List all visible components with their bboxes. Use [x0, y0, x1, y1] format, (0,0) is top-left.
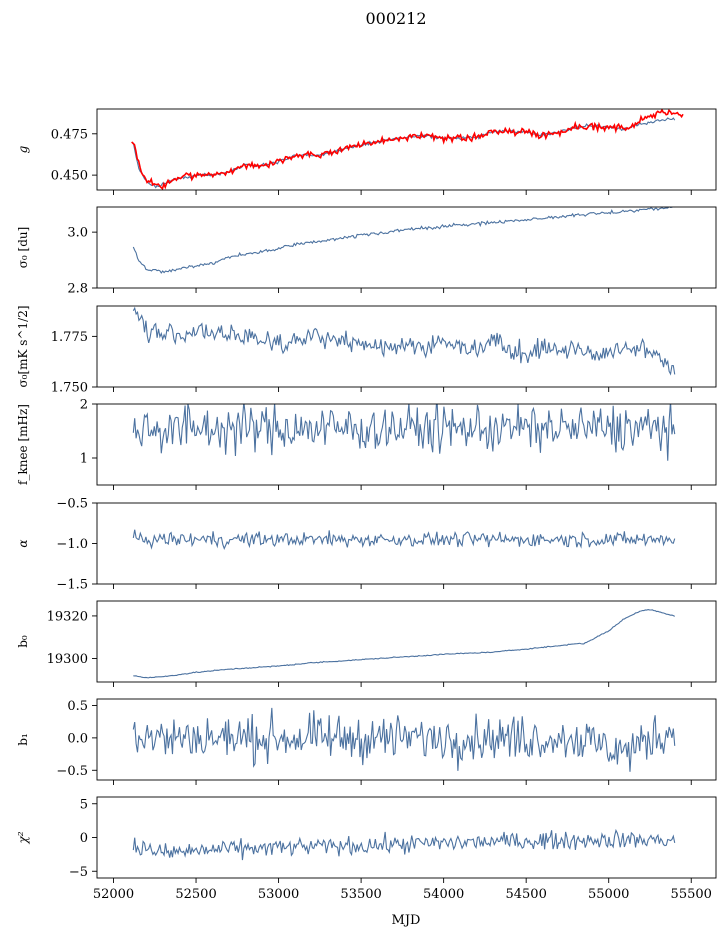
y-tick-label-b1-0: −0.5	[56, 764, 88, 779]
series-line-sigma0-0	[132, 207, 675, 274]
y-axis-label-b0: b₀	[16, 635, 30, 648]
y-tick-label-fknee-1: 2	[80, 398, 88, 413]
y-tick-label-b0-0: 19300	[47, 652, 88, 667]
axes-frame-g	[96, 108, 717, 191]
series-line-chi2-0	[132, 828, 676, 861]
x-tick-label-6: 55000	[588, 887, 629, 902]
panel-b0: 19300 19320 b₀	[16, 600, 717, 687]
axes-frame-b1	[96, 698, 717, 781]
y-axis-label-b1: b₁	[16, 733, 30, 746]
figure-title: 000212	[365, 9, 426, 28]
series-line-sigma-white-0	[132, 306, 676, 376]
y-tick-label-g-1: 0.475	[51, 127, 88, 142]
x-axis-label: MJD	[392, 913, 421, 928]
y-tick-label-chi2-2: 5	[80, 797, 88, 812]
series-line-b1-0	[132, 707, 676, 772]
y-axis-label-g: g	[16, 145, 30, 153]
axes-frame-b0	[96, 600, 717, 683]
x-tick-label-5: 54500	[505, 887, 546, 902]
y-tick-label-b0-1: 19320	[47, 609, 88, 624]
y-tick-label-alpha-1: −1.0	[56, 537, 88, 552]
series-line-fknee-0	[132, 404, 676, 461]
y-tick-label-alpha-2: −0.5	[56, 497, 88, 512]
y-tick-label-sigma-white-0: 1.750	[51, 381, 88, 396]
x-tick-label-0: 52000	[93, 887, 134, 902]
x-tick-label-1: 52500	[175, 887, 216, 902]
series-line-b0-0	[133, 608, 675, 679]
y-tick-label-sigma0-0: 2.8	[67, 282, 88, 297]
panels: 0.450 0.475 g 2.8 3.0 σ₀ [du] 1.750 1.775 σ₀[mK …	[16, 108, 717, 902]
panel-g: 0.450 0.475 g	[16, 108, 717, 195]
panel-sigma0: 2.8 3.0 σ₀ [du]	[16, 206, 717, 297]
y-tick-label-fknee-0: 1	[80, 452, 88, 467]
y-axis-label-sigma-white: σ₀[mK s^1/2]	[16, 305, 30, 387]
axes-frame-fknee	[96, 403, 717, 486]
panel-sigma-white: 1.750 1.775 σ₀[mK s^1/2]	[16, 305, 717, 396]
y-axis-label-sigma0: σ₀ [du]	[16, 227, 30, 269]
y-tick-label-b1-2: 0.5	[67, 699, 88, 714]
y-tick-label-sigma0-1: 3.0	[67, 226, 88, 241]
y-tick-label-sigma-white-1: 1.775	[51, 330, 88, 345]
y-tick-label-chi2-1: 0	[80, 831, 88, 846]
y-axis-label-alpha: α	[16, 539, 30, 547]
y-tick-label-g-0: 0.450	[51, 169, 88, 184]
y-tick-label-chi2-0: −5	[69, 865, 88, 880]
axes-frame-sigma0	[96, 206, 717, 289]
y-axis-label-chi2: χ²	[16, 831, 30, 844]
x-tick-label-4: 54000	[423, 887, 464, 902]
panel-alpha: −1.5 −1.0 −0.5 α	[16, 497, 717, 593]
series-line-g-1	[131, 109, 684, 190]
panel-fknee: 1 2 f_knee [mHz]	[16, 398, 717, 490]
x-tick-label-2: 53000	[258, 887, 299, 902]
axes-frame-sigma-white	[96, 305, 717, 388]
x-tick-label-3: 53500	[340, 887, 381, 902]
y-tick-label-b1-1: 0.0	[67, 731, 88, 746]
y-tick-label-alpha-0: −1.5	[56, 578, 88, 593]
axes-frame-alpha	[96, 502, 717, 585]
x-tick-label-7: 55500	[671, 887, 712, 902]
series-line-alpha-0	[132, 529, 676, 550]
y-axis-label-fknee: f_knee [mHz]	[16, 404, 30, 485]
panel-b1: −0.5 0.0 0.5 b₁	[16, 698, 717, 785]
panel-chi2: −5 0 5 52000 52500 53000 53500 54000 54500 55000 5…	[16, 796, 717, 902]
